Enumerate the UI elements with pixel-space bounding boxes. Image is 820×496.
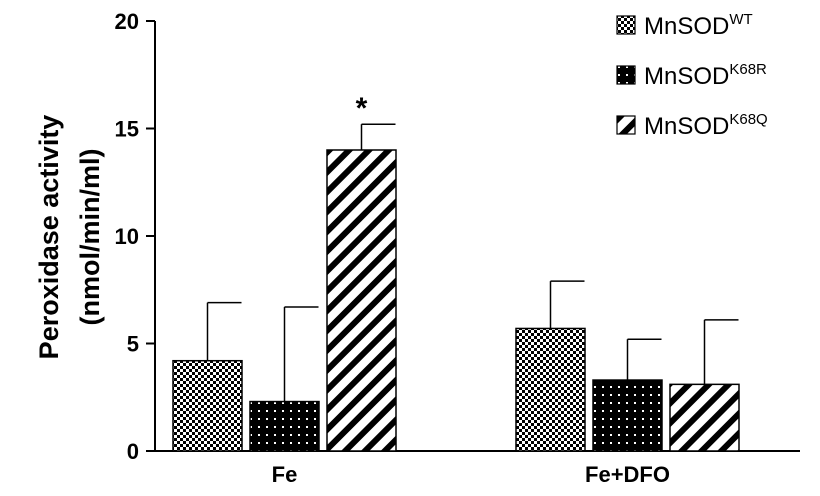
labels-group: 0 5 10 15 20 Fe Fe+DFO *: [115, 9, 670, 487]
legend: MnSODWT MnSODK68R MnSODK68Q: [616, 11, 768, 140]
bar-k68r-fe-dfo: [592, 379, 663, 452]
bars-group: [172, 149, 740, 452]
x-category-label: Fe: [272, 462, 298, 487]
bar-wt-fe-dfo: [515, 327, 586, 452]
y-axis-label-line1: Peroxidase activity: [34, 115, 64, 360]
y-axis-title: Peroxidase activity (nmol/min/ml): [34, 115, 105, 360]
bar-k68q-fe-dfo: [669, 383, 740, 452]
y-axis-label-line2: (nmol/min/ml): [75, 149, 105, 326]
x-category-label: Fe+DFO: [585, 462, 670, 487]
y-tick-label: 0: [127, 439, 139, 464]
legend-swatch: [616, 65, 636, 85]
legend-swatch: [616, 115, 636, 135]
bar-k68q-fe: [326, 149, 397, 452]
bar-wt-fe: [172, 359, 243, 452]
significance-marker: *: [356, 92, 368, 125]
y-tick-label: 15: [115, 117, 139, 142]
y-tick-label: 5: [127, 332, 139, 357]
legend-entry-label: MnSODWT: [644, 11, 753, 40]
legend-entry-label: MnSODK68R: [644, 61, 767, 90]
legend-entry-label: MnSODK68Q: [644, 111, 768, 140]
error-bars-group: [206, 123, 739, 402]
y-tick-label: 10: [115, 224, 139, 249]
bar-k68r-fe: [249, 400, 320, 452]
legend-swatch: [616, 15, 636, 35]
y-tick-label: 20: [115, 9, 139, 34]
